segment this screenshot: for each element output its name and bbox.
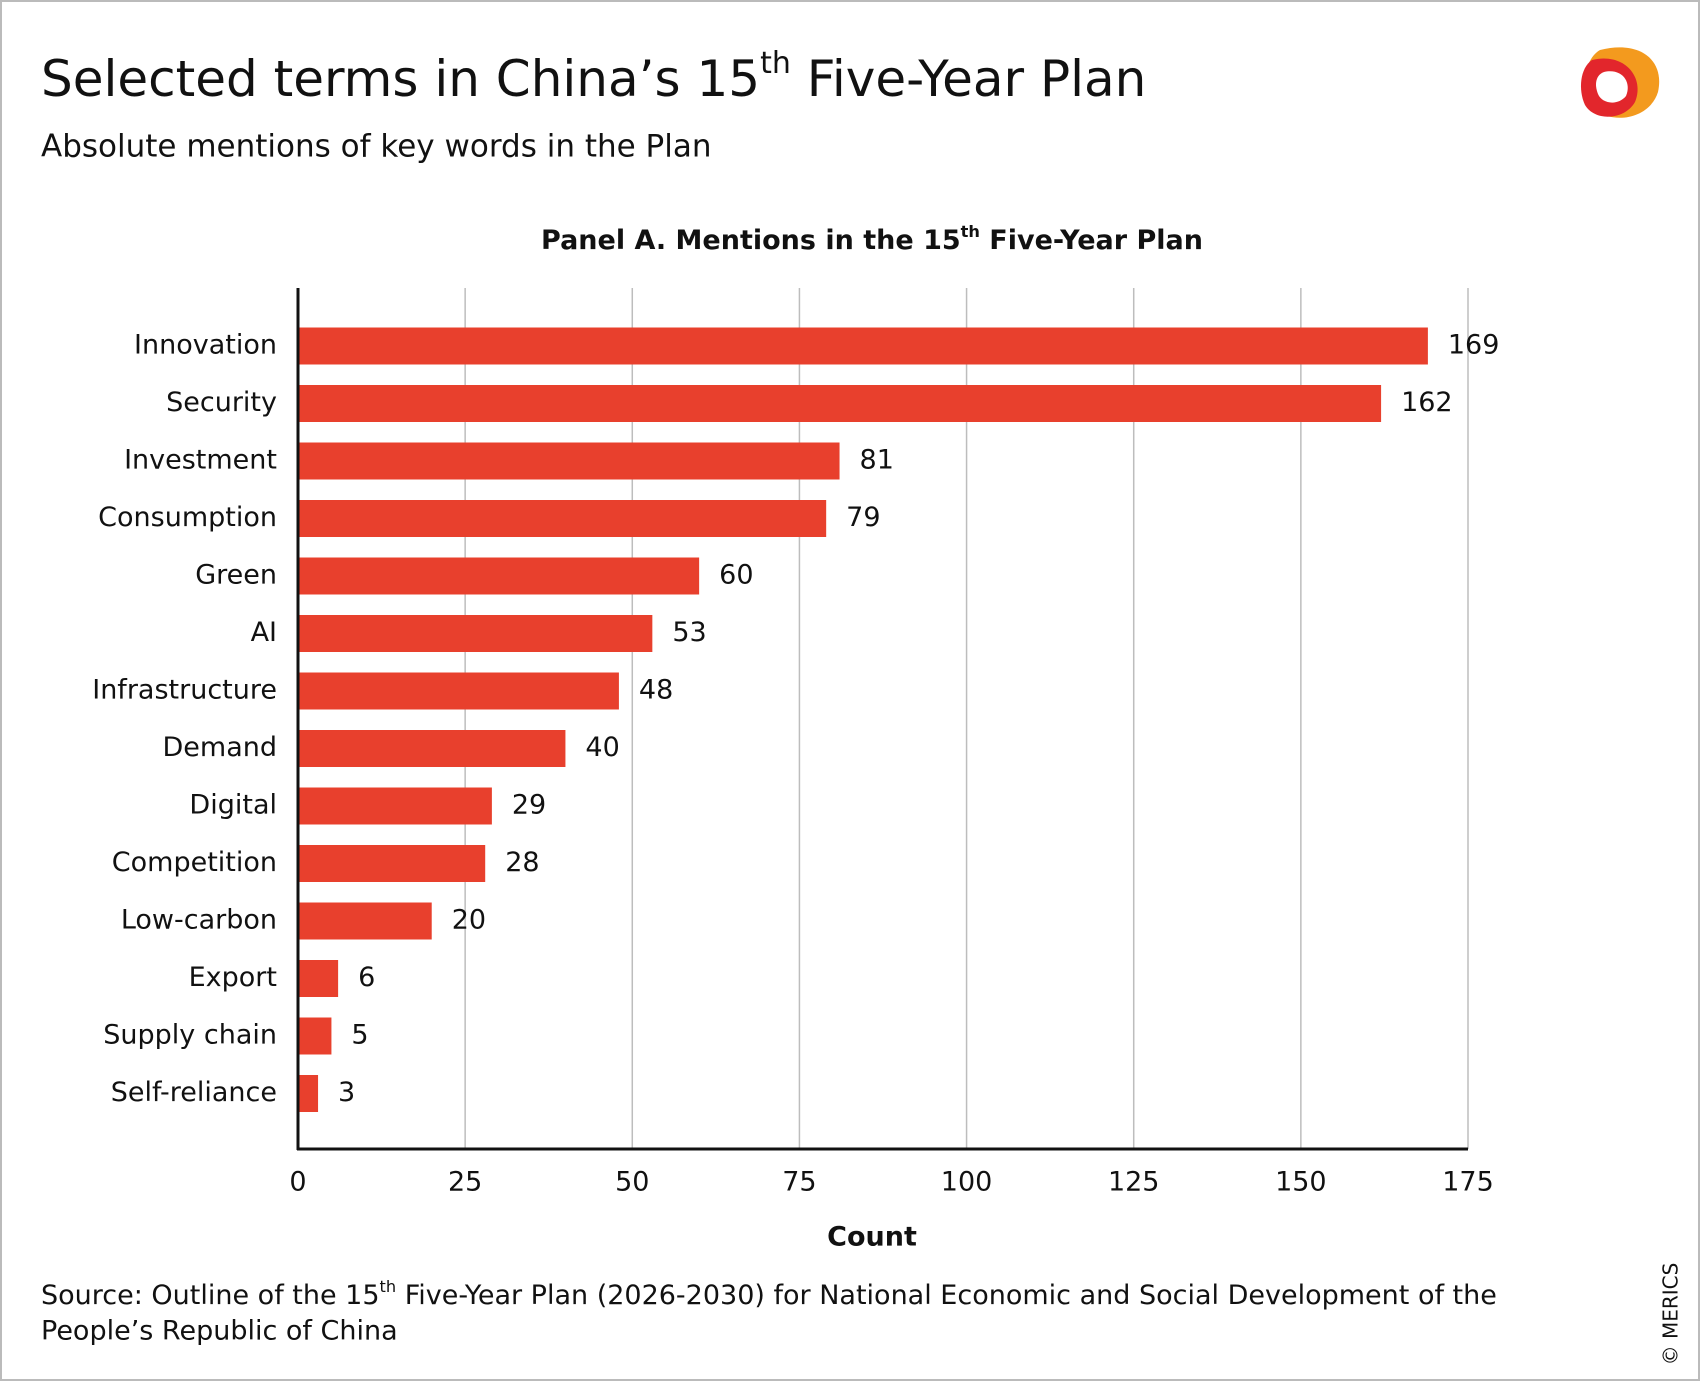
source-line-2: People’s Republic of China <box>41 1316 398 1347</box>
data-label: 29 <box>512 790 546 821</box>
y-tick-label: Low-carbon <box>121 905 277 936</box>
y-tick-label: Digital <box>189 790 277 821</box>
x-axis-label: Count <box>827 1222 917 1253</box>
title-sup: th <box>760 46 791 81</box>
data-label: 48 <box>639 675 673 706</box>
title-part: Selected terms in China’s 15 <box>41 50 760 108</box>
x-tick-label: 50 <box>615 1167 649 1198</box>
x-tick-label: 125 <box>1108 1167 1160 1198</box>
y-tick-label: Infrastructure <box>92 675 277 706</box>
bar <box>298 1075 319 1112</box>
data-label: 79 <box>846 502 880 533</box>
bar <box>298 730 566 767</box>
y-tick-label: Innovation <box>134 330 277 361</box>
y-tick-label: AI <box>251 617 277 648</box>
data-label: 162 <box>1401 387 1453 418</box>
copyright: © MERICS <box>1659 1263 1683 1366</box>
data-label: 3 <box>338 1077 355 1108</box>
panel-title-sup: th <box>961 222 980 241</box>
y-tick-label: Competition <box>112 847 277 878</box>
y-tick-label: Consumption <box>98 502 277 533</box>
x-tick-label: 100 <box>941 1167 993 1198</box>
y-tick-label: Investment <box>124 445 277 476</box>
logo <box>1580 47 1660 118</box>
source: Source: Outline of the 15th Five-Year Pl… <box>41 1277 1497 1311</box>
y-tick-label: Security <box>166 387 277 418</box>
bar <box>298 500 827 537</box>
source-sup: th <box>380 1277 397 1296</box>
chart-title: Selected terms in China’s 15th Five-Year… <box>41 46 1146 108</box>
data-label: 28 <box>505 847 539 878</box>
data-label: 20 <box>452 905 486 936</box>
y-tick-label: Supply chain <box>103 1020 277 1051</box>
bar <box>298 672 619 710</box>
data-label: 169 <box>1448 330 1500 361</box>
y-tick-label: Demand <box>163 732 278 763</box>
bar <box>298 1017 332 1055</box>
bar <box>298 902 432 940</box>
bar <box>298 327 1428 365</box>
data-label: 53 <box>672 617 706 648</box>
x-tick-label: 75 <box>782 1167 816 1198</box>
data-label: 81 <box>860 445 894 476</box>
bar <box>298 615 653 652</box>
data-label: 6 <box>358 962 375 993</box>
y-tick-label: Green <box>195 560 277 591</box>
panel-title-part: Panel A. Mentions in the 15 <box>541 225 961 256</box>
subtitle: Absolute mentions of key words in the Pl… <box>41 129 712 165</box>
x-tick-label: 150 <box>1275 1167 1327 1198</box>
data-label: 40 <box>585 732 619 763</box>
source-part: Source: Outline of the 15 <box>41 1280 380 1311</box>
x-tick-label: 175 <box>1442 1167 1494 1198</box>
title-part: Five-Year Plan <box>791 50 1147 108</box>
panel-title: Panel A. Mentions in the 15th Five-Year … <box>541 222 1203 256</box>
panel-title-part: Five-Year Plan <box>980 225 1203 256</box>
x-tick-label: 25 <box>448 1167 482 1198</box>
bar <box>298 845 486 882</box>
data-label: 5 <box>351 1020 368 1051</box>
y-tick-label: Export <box>189 962 277 993</box>
x-tick-label: 0 <box>289 1167 306 1198</box>
data-label: 60 <box>719 560 753 591</box>
bar <box>298 442 840 480</box>
bar <box>298 385 1382 422</box>
bar <box>298 557 700 595</box>
y-tick-label: Self-reliance <box>111 1077 277 1108</box>
bar <box>298 787 492 825</box>
bar <box>298 960 339 997</box>
source-part: Five-Year Plan (2026-2030) for National … <box>396 1280 1497 1311</box>
